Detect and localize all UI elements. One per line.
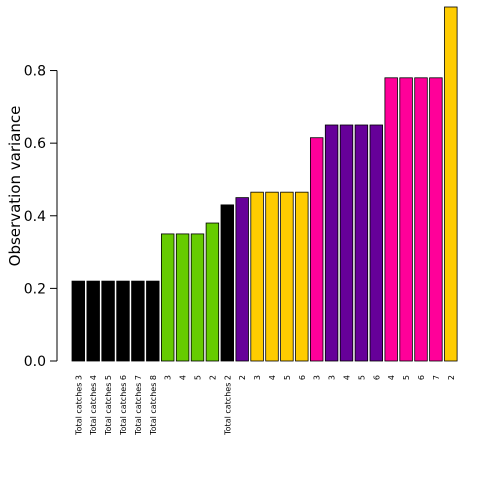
x-tick-label: 5: [283, 375, 292, 380]
x-tick-label: 2: [447, 375, 456, 380]
x-tick-label: Total catches 4: [89, 375, 98, 436]
bar: [384, 77, 398, 362]
y-tick-label: 0.8: [24, 64, 46, 80]
x-tick-label: 5: [194, 375, 203, 380]
bar: [116, 280, 130, 362]
y-tick-label: 0.4: [24, 209, 46, 225]
x-tick-label: 3: [164, 375, 173, 380]
x-tick-label: 3: [313, 375, 322, 380]
bar: [295, 191, 309, 362]
bar: [235, 197, 249, 362]
y-tick-label: 0.6: [24, 136, 46, 152]
bar: [324, 124, 339, 362]
x-tick-label: 4: [387, 375, 396, 380]
bar: [339, 124, 354, 362]
x-tick-label: 4: [179, 375, 188, 380]
x-tick-label: 3: [328, 375, 337, 380]
x-tick-label: 3: [253, 375, 262, 380]
bar: [160, 233, 175, 362]
x-tick-label: 6: [372, 375, 381, 380]
bar: [131, 280, 145, 362]
bar: [86, 280, 100, 362]
x-tick-label: Total catches 6: [119, 375, 128, 436]
x-tick-label: 4: [343, 375, 352, 380]
x-tick-label: Total catches 5: [104, 375, 113, 436]
y-axis-label: Observation variance: [6, 106, 24, 267]
bar: [175, 233, 190, 362]
bar: [146, 280, 160, 362]
x-tick-label: 2: [238, 375, 247, 380]
x-tick-label: 7: [432, 375, 441, 380]
x-tick-label: Total catches 8: [149, 375, 158, 436]
bar: [205, 222, 220, 362]
y-axis: 0.0 0.2 0.4 0.6 0.8: [24, 64, 58, 370]
bar: [354, 124, 369, 362]
x-tick-label: 5: [357, 375, 366, 380]
bar: [220, 204, 235, 362]
bar: [101, 280, 115, 362]
x-tick-label: 4: [268, 375, 277, 380]
bar: [280, 191, 294, 362]
x-tick-label: 6: [417, 375, 426, 380]
bar: [265, 191, 279, 362]
x-tick-label: Total catches 7: [134, 375, 143, 436]
x-tick-label: Total catches 2: [223, 375, 232, 436]
x-tick-label: Total catches 3: [74, 375, 83, 436]
bar: [71, 280, 86, 362]
bar: [309, 137, 324, 362]
bar: [369, 124, 384, 362]
bars-group: [71, 6, 458, 362]
bar: [399, 77, 413, 362]
y-tick-label: 0.0: [24, 354, 46, 370]
bar: [444, 6, 458, 362]
x-tick-label: 6: [298, 375, 307, 380]
x-tick-label: 5: [402, 375, 411, 380]
bar: [414, 77, 428, 362]
x-tick-labels: Total catches 3 Total catches 4 Total catc…: [74, 375, 456, 436]
bar: [429, 77, 443, 362]
bar: [190, 233, 205, 362]
x-tick-label: 2: [208, 375, 217, 380]
y-tick-label: 0.2: [24, 281, 46, 297]
bar: [250, 191, 264, 362]
